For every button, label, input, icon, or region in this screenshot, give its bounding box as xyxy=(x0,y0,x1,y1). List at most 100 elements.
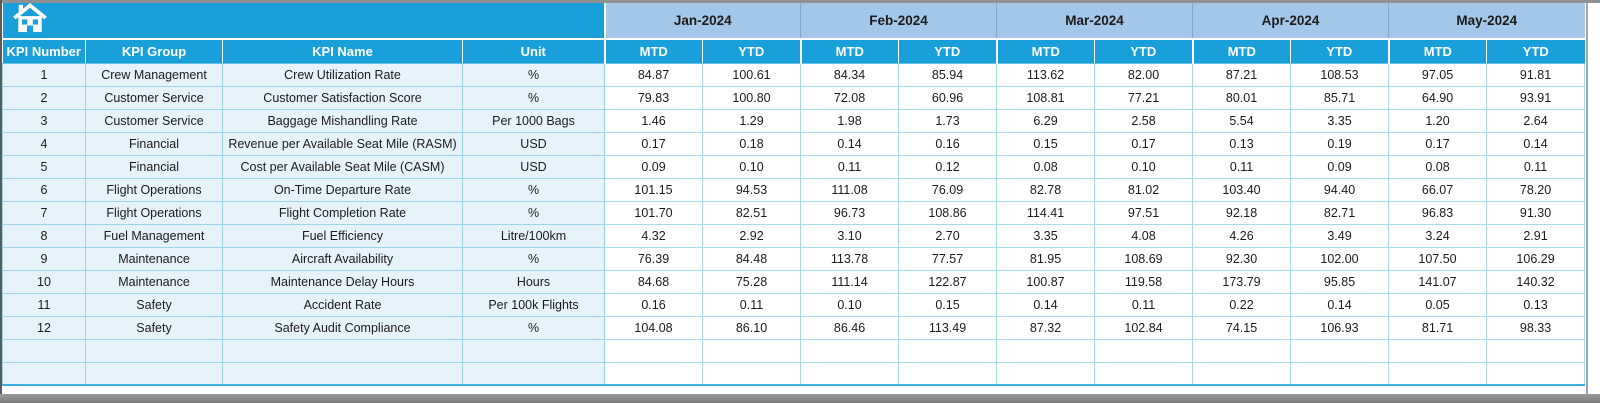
cell-value[interactable]: 74.15 xyxy=(1192,315,1292,340)
cell-value[interactable]: 0.08 xyxy=(1388,154,1488,179)
cell-value[interactable]: 173.79 xyxy=(1192,269,1292,294)
cell-value[interactable]: 1.29 xyxy=(701,108,802,133)
cell-value[interactable]: 84.48 xyxy=(701,246,802,271)
cell-value[interactable]: 0.11 xyxy=(1192,154,1292,179)
cell-value[interactable]: 3.35 xyxy=(996,223,1096,248)
cell-value[interactable]: 0.11 xyxy=(1486,154,1586,179)
cell-kpi-group[interactable]: Customer Service xyxy=(85,108,223,133)
cell-value[interactable]: 2.58 xyxy=(1094,108,1194,133)
cell-value[interactable]: 87.21 xyxy=(1192,62,1292,87)
empty-cell[interactable] xyxy=(1486,338,1586,363)
cell-value[interactable]: 100.61 xyxy=(701,62,802,87)
empty-cell[interactable] xyxy=(85,361,223,386)
cell-value[interactable]: 113.49 xyxy=(898,315,998,340)
empty-cell[interactable] xyxy=(898,338,998,363)
cell-kpi-name[interactable]: Baggage Mishandling Rate xyxy=(222,108,463,133)
empty-cell[interactable] xyxy=(996,361,1096,386)
cell-value[interactable]: 91.81 xyxy=(1486,62,1586,87)
empty-cell[interactable] xyxy=(462,361,605,386)
cell-value[interactable]: 100.80 xyxy=(701,85,802,110)
cell-kpi-number[interactable]: 1 xyxy=(2,62,86,87)
cell-value[interactable]: 0.13 xyxy=(1192,131,1292,156)
cell-unit[interactable]: % xyxy=(462,85,605,110)
cell-value[interactable]: 0.18 xyxy=(701,131,802,156)
cell-value[interactable]: 3.35 xyxy=(1290,108,1390,133)
cell-value[interactable]: 81.71 xyxy=(1388,315,1488,340)
cell-kpi-number[interactable]: 2 xyxy=(2,85,86,110)
cell-kpi-group[interactable]: Fuel Management xyxy=(85,223,223,248)
cell-value[interactable]: 0.14 xyxy=(996,292,1096,317)
cell-value[interactable]: 93.91 xyxy=(1486,85,1586,110)
cell-kpi-number[interactable]: 7 xyxy=(2,200,86,225)
cell-kpi-name[interactable]: On-Time Departure Rate xyxy=(222,177,463,202)
cell-value[interactable]: 98.33 xyxy=(1486,315,1586,340)
cell-value[interactable]: 1.20 xyxy=(1388,108,1488,133)
cell-value[interactable]: 4.32 xyxy=(604,223,703,248)
cell-value[interactable]: 100.87 xyxy=(996,269,1096,294)
cell-value[interactable]: 0.12 xyxy=(898,154,998,179)
cell-value[interactable]: 80.01 xyxy=(1192,85,1292,110)
empty-cell[interactable] xyxy=(996,338,1096,363)
empty-cell[interactable] xyxy=(701,338,802,363)
empty-cell[interactable] xyxy=(800,338,900,363)
cell-value[interactable]: 86.10 xyxy=(701,315,802,340)
cell-value[interactable]: 3.49 xyxy=(1290,223,1390,248)
cell-value[interactable]: 3.24 xyxy=(1388,223,1488,248)
cell-value[interactable]: 0.17 xyxy=(1388,131,1488,156)
home-icon[interactable] xyxy=(12,3,48,33)
empty-cell[interactable] xyxy=(1192,338,1292,363)
cell-value[interactable]: 87.32 xyxy=(996,315,1096,340)
cell-value[interactable]: 84.68 xyxy=(604,269,703,294)
cell-value[interactable]: 82.00 xyxy=(1094,62,1194,87)
cell-value[interactable]: 77.21 xyxy=(1094,85,1194,110)
cell-value[interactable]: 1.73 xyxy=(898,108,998,133)
cell-unit[interactable]: Per 100k Flights xyxy=(462,292,605,317)
cell-kpi-number[interactable]: 6 xyxy=(2,177,86,202)
cell-value[interactable]: 119.58 xyxy=(1094,269,1194,294)
cell-value[interactable]: 91.30 xyxy=(1486,200,1586,225)
cell-value[interactable]: 60.96 xyxy=(898,85,998,110)
cell-value[interactable]: 94.53 xyxy=(701,177,802,202)
cell-kpi-group[interactable]: Safety xyxy=(85,292,223,317)
cell-kpi-group[interactable]: Maintenance xyxy=(85,246,223,271)
empty-cell[interactable] xyxy=(2,361,86,386)
cell-kpi-number[interactable]: 10 xyxy=(2,269,86,294)
cell-unit[interactable]: USD xyxy=(462,131,605,156)
cell-kpi-name[interactable]: Safety Audit Compliance xyxy=(222,315,463,340)
cell-kpi-group[interactable]: Financial xyxy=(85,154,223,179)
cell-value[interactable]: 0.16 xyxy=(604,292,703,317)
cell-unit[interactable]: % xyxy=(462,200,605,225)
cell-value[interactable]: 106.29 xyxy=(1486,246,1586,271)
cell-value[interactable]: 140.32 xyxy=(1486,269,1586,294)
cell-value[interactable]: 2.92 xyxy=(701,223,802,248)
empty-cell[interactable] xyxy=(898,361,998,386)
cell-value[interactable]: 97.51 xyxy=(1094,200,1194,225)
cell-value[interactable]: 107.50 xyxy=(1388,246,1488,271)
cell-value[interactable]: 82.78 xyxy=(996,177,1096,202)
cell-unit[interactable]: % xyxy=(462,62,605,87)
cell-kpi-name[interactable]: Customer Satisfaction Score xyxy=(222,85,463,110)
cell-value[interactable]: 84.34 xyxy=(800,62,900,87)
cell-value[interactable]: 122.87 xyxy=(898,269,998,294)
empty-cell[interactable] xyxy=(604,361,703,386)
cell-value[interactable]: 0.22 xyxy=(1192,292,1292,317)
cell-value[interactable]: 6.29 xyxy=(996,108,1096,133)
cell-kpi-name[interactable]: Cost per Available Seat Mile (CASM) xyxy=(222,154,463,179)
cell-value[interactable]: 64.90 xyxy=(1388,85,1488,110)
cell-unit[interactable]: % xyxy=(462,246,605,271)
empty-cell[interactable] xyxy=(1094,361,1194,386)
cell-value[interactable]: 0.10 xyxy=(800,292,900,317)
cell-kpi-number[interactable]: 8 xyxy=(2,223,86,248)
cell-kpi-number[interactable]: 9 xyxy=(2,246,86,271)
cell-value[interactable]: 96.83 xyxy=(1388,200,1488,225)
cell-value[interactable]: 66.07 xyxy=(1388,177,1488,202)
cell-kpi-name[interactable]: Accident Rate xyxy=(222,292,463,317)
cell-value[interactable]: 72.08 xyxy=(800,85,900,110)
cell-value[interactable]: 104.08 xyxy=(604,315,703,340)
cell-value[interactable]: 76.39 xyxy=(604,246,703,271)
cell-value[interactable]: 79.83 xyxy=(604,85,703,110)
cell-value[interactable]: 78.20 xyxy=(1486,177,1586,202)
empty-cell[interactable] xyxy=(222,361,463,386)
empty-cell[interactable] xyxy=(1486,361,1586,386)
cell-value[interactable]: 113.78 xyxy=(800,246,900,271)
